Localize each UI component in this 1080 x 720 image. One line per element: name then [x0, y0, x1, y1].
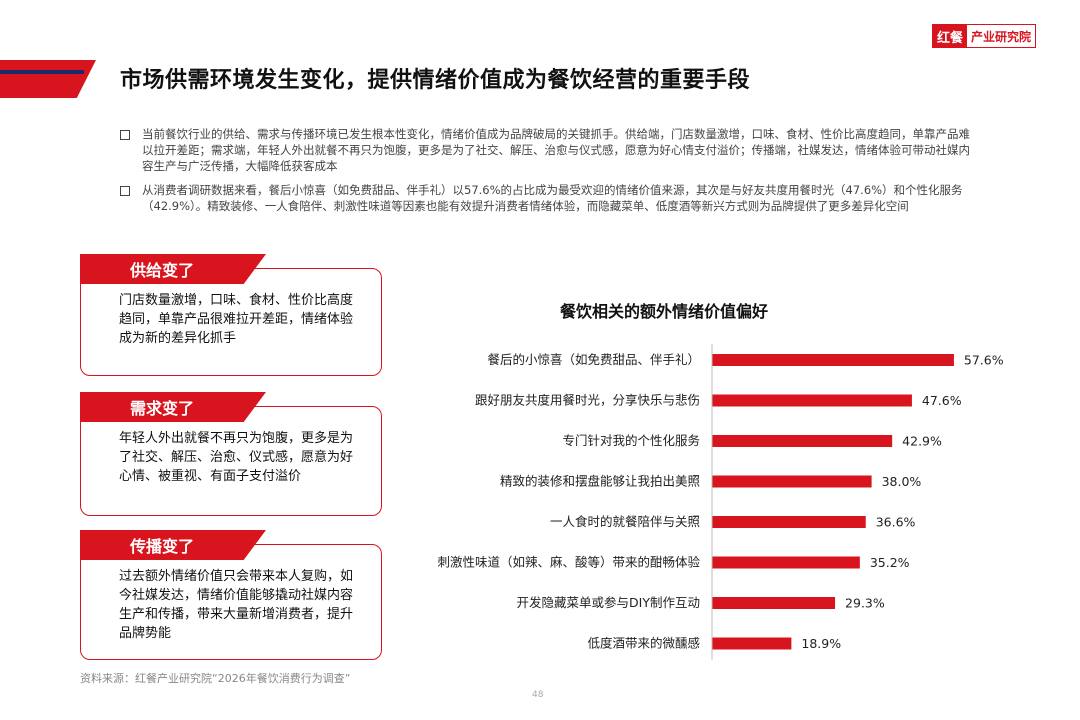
card-body: 门店数量激增，口味、食材、性价比高度趋同，单靠产品很难拉开差距，情绪体验成为新的…	[80, 268, 382, 376]
brand-logo: 红餐 产业研究院	[932, 24, 1037, 48]
value-label: 47.6%	[922, 393, 962, 408]
category-label: 精致的装修和摆盘能够让我拍出美照	[500, 474, 700, 489]
card-communication: 传播变了 过去额外情绪价值只会带来本人复购，如今社媒发达，情绪价值能够撬动社媒内…	[80, 530, 382, 660]
category-label: 开发隐藏菜单或参与DIY制作互动	[517, 595, 700, 610]
value-label: 29.3%	[845, 596, 885, 611]
card-demand: 需求变了 年轻人外出就餐不再只为饱腹，更多是为了社交、解压、治愈、仪式感，愿意为…	[80, 392, 382, 516]
value-label: 38.0%	[882, 474, 922, 489]
bar	[712, 637, 792, 650]
bar	[712, 516, 866, 528]
card-title: 需求变了	[80, 392, 266, 422]
summary-bullets: 当前餐饮行业的供给、需求与传播环境已发生根本性变化，情绪价值成为品牌破局的关键抓…	[120, 126, 970, 222]
chart-title: 餐饮相关的额外情绪价值偏好	[560, 302, 769, 321]
summary-bullet: 从消费者调研数据来看，餐后小惊喜（如免费甜品、伴手礼）以57.6%的占比成为最受…	[120, 182, 970, 214]
summary-bullet: 当前餐饮行业的供给、需求与传播环境已发生根本性变化，情绪价值成为品牌破局的关键抓…	[120, 126, 970, 174]
category-label: 餐后的小惊喜（如免费甜品、伴手礼）	[487, 352, 700, 367]
bar	[712, 394, 912, 407]
card-body: 年轻人外出就餐不再只为饱腹，更多是为了社交、解压、治愈、仪式感，愿意为好心情、被…	[80, 406, 382, 516]
value-label: 36.6%	[876, 515, 916, 530]
value-label: 18.9%	[801, 636, 841, 651]
category-label: 一人食时的就餐陪伴与关照	[550, 514, 700, 529]
card-supply: 供给变了 门店数量激增，口味、食材、性价比高度趋同，单靠产品很难拉开差距，情绪体…	[80, 254, 382, 376]
card-title: 供给变了	[80, 254, 266, 284]
title-accent-red	[0, 60, 96, 98]
category-label: 低度酒带来的微醺感	[587, 636, 700, 651]
bar	[712, 597, 836, 609]
bullet-text: 当前餐饮行业的供给、需求与传播环境已发生根本性变化，情绪价值成为品牌破局的关键抓…	[142, 127, 970, 173]
value-label: 35.2%	[870, 555, 910, 570]
bar	[712, 556, 860, 569]
bullet-square-icon	[120, 130, 130, 140]
brand-name: 产业研究院	[971, 29, 1032, 44]
value-label: 42.9%	[902, 434, 942, 449]
card-title: 传播变了	[80, 530, 266, 560]
category-label: 刺激性味道（如辣、麻、酸等）带来的酣畅体验	[437, 555, 700, 570]
value-label: 57.6%	[964, 353, 1004, 368]
page-number: 48	[532, 690, 544, 700]
card-body: 过去额外情绪价值只会带来本人复购，如今社媒发达，情绪价值能够撬动社媒内容生产和传…	[80, 544, 382, 660]
title-band	[0, 60, 1080, 98]
bar	[712, 435, 893, 447]
source-note: 资料来源：红餐产业研究院“2026年餐饮消费行为调查”	[80, 672, 351, 685]
bullet-text: 从消费者调研数据来看，餐后小惊喜（如免费甜品、伴手礼）以57.6%的占比成为最受…	[142, 183, 963, 213]
bar-chart: 餐后的小惊喜（如免费甜品、伴手礼） 57.6% 跟好朋友共度用餐时光，分享快乐与悲伤…	[437, 344, 1004, 660]
title-accent-stripe	[0, 70, 84, 74]
category-label: 跟好朋友共度用餐时光，分享快乐与悲伤	[475, 393, 700, 408]
brand-logo-mark: 红餐	[933, 25, 968, 47]
page-title: 市场供需环境发生变化，提供情绪价值成为餐饮经营的重要手段	[120, 68, 751, 93]
bar	[712, 475, 872, 488]
category-label: 专门针对我的个性化服务	[562, 433, 700, 448]
bullet-square-icon	[120, 186, 130, 196]
bar	[712, 354, 954, 366]
